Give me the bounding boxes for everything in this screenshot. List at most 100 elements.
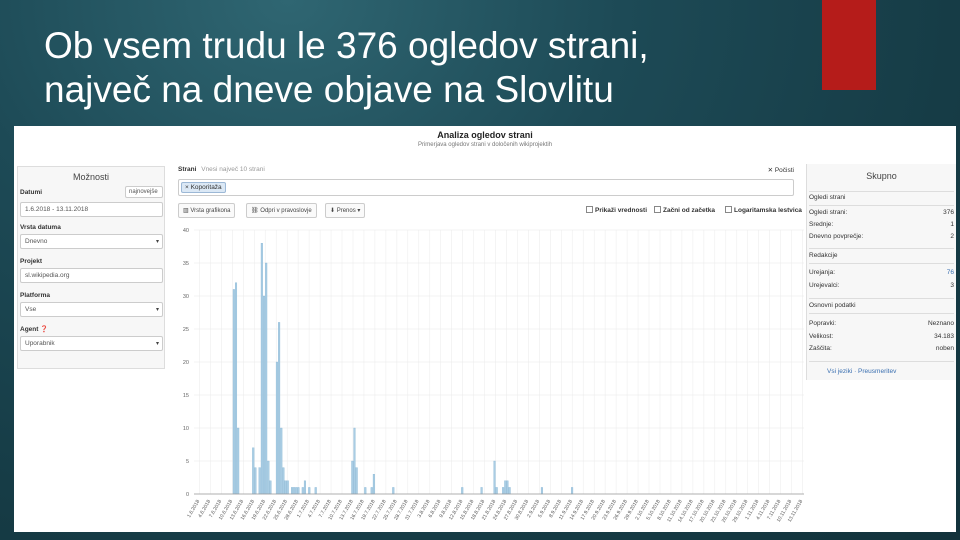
bar — [234, 282, 238, 495]
show-values-checkbox[interactable]: Prikaži vrednosti — [586, 206, 647, 214]
checkbox-icon — [725, 206, 732, 213]
download-icon: ⬇ — [330, 208, 336, 214]
divider — [809, 263, 954, 264]
pages-placeholder: Vnesi največ 10 strani — [201, 166, 265, 173]
page-chip[interactable]: × Koporitaža — [181, 182, 226, 193]
begin-zero-label: Začni od začetka — [663, 207, 716, 214]
link-icon: ⛓ — [251, 208, 259, 214]
y-tick-label: 10 — [183, 426, 189, 432]
y-tick-label: 5 — [186, 459, 189, 465]
pages-row: Strani Vnesi največ 10 strani ✕ Počisti — [178, 166, 794, 178]
bar — [252, 447, 255, 495]
y-tick-label: 20 — [183, 360, 189, 366]
platform-select[interactable]: Vse ▾ — [20, 302, 163, 317]
creator-label: Popravki: — [809, 320, 837, 327]
size-row: Velikost: 34.183 — [809, 333, 954, 342]
slide-title-line1: Ob vsem trudu le 376 ogledov strani, — [44, 25, 649, 66]
bar — [275, 361, 278, 495]
bar — [297, 487, 300, 495]
bar — [301, 487, 304, 495]
bar — [372, 474, 375, 495]
chart-type-button[interactable]: ▥ Vrsta grafikona — [178, 203, 236, 218]
project-label: Projekt — [20, 258, 43, 265]
pageviews-chart: 05101520253035401.6.20184.6.20187.6.2018… — [183, 228, 804, 524]
edits-value[interactable]: 76 — [946, 269, 954, 276]
creator-row: Popravki: Neznano — [809, 320, 954, 329]
bar — [286, 480, 289, 495]
date-type-select[interactable]: Dnevno ▾ — [20, 234, 163, 249]
divider — [809, 248, 954, 249]
bar — [493, 460, 496, 495]
chevron-down-icon: ▾ — [357, 208, 361, 214]
bar — [258, 467, 261, 495]
divider — [809, 205, 954, 206]
y-tick-label: 40 — [183, 228, 189, 234]
clear-button[interactable]: ✕ Počisti — [767, 167, 794, 174]
bar — [571, 487, 574, 495]
agent-label-text: Agent — [20, 326, 39, 333]
bar — [355, 467, 358, 495]
pages-input[interactable]: × Koporitaža — [178, 179, 794, 196]
summary-links[interactable]: Vsi jeziki · Preusmeritev — [827, 368, 897, 375]
protection-value: noben — [935, 345, 954, 352]
bar — [351, 460, 354, 495]
tool-header: Analiza ogledov strani Primerjava ogledo… — [14, 126, 956, 156]
y-tick-label: 35 — [183, 261, 189, 267]
project-input[interactable]: sl.wikipedia.org — [20, 268, 163, 283]
dates-mode-select[interactable]: najnovejše — [125, 186, 163, 198]
bar — [303, 480, 306, 495]
open-in-button[interactable]: ⛓ Odpri v pravoslovje — [246, 203, 317, 218]
bar — [502, 487, 505, 495]
daily-average-row: Dnevno povprečje: 2 — [809, 233, 954, 242]
bar — [392, 487, 395, 495]
slide-title-line2: največ na dneve objave na Slovlitu — [44, 69, 614, 110]
dates-mode-value: najnovejše — [129, 189, 158, 195]
edits-label: Urejanja: — [809, 269, 836, 276]
chevron-down-icon: ▾ — [155, 341, 159, 347]
checkbox-icon — [586, 206, 593, 213]
edits-row: Urejanja: 76 — [809, 269, 954, 278]
summary-panel: Skupno Ogledi strani Ogledi strani: 376 S… — [806, 164, 956, 380]
date-range-input[interactable]: 1.6.2018 - 13.11.2018 — [20, 202, 163, 217]
log-scale-checkbox[interactable]: Logaritamska lestvica — [725, 206, 802, 214]
download-label: Prenos — [336, 208, 356, 214]
download-button[interactable]: ⬇ Prenos ▾ — [325, 203, 366, 218]
bar — [269, 480, 272, 495]
begin-zero-checkbox[interactable]: Začni od začetka — [654, 206, 715, 214]
bar — [293, 487, 296, 495]
options-title: Možnosti — [72, 172, 109, 182]
bar — [260, 243, 263, 495]
bar — [265, 262, 268, 495]
size-label: Velikost: — [809, 333, 834, 340]
date-type-label: Vrsta datuma — [20, 224, 61, 231]
dates-label: Datumi — [20, 189, 43, 196]
bar — [353, 427, 356, 495]
edits-section-heading: Redakcije — [809, 252, 838, 259]
bar — [370, 487, 373, 495]
editors-row: Urejevalci: 3 — [809, 282, 954, 291]
bar — [495, 487, 498, 495]
divider — [809, 313, 954, 314]
basic-section-heading: Osnovni podatki — [809, 302, 856, 309]
bar — [508, 487, 511, 495]
bar — [284, 480, 287, 495]
tool-subtitle: Primerjava ogledov strani v določenih wi… — [417, 142, 553, 148]
views-section-heading: Ogledi strani — [809, 194, 846, 201]
pageviews-screenshot: Analiza ogledov strani Primerjava ogledo… — [14, 126, 956, 532]
slide-title: Ob vsem trudu le 376 ogledov strani, naj… — [44, 24, 804, 112]
help-icon[interactable]: ❓ — [40, 326, 49, 333]
project-value: sl.wikipedia.org — [25, 272, 70, 279]
bar — [282, 467, 285, 495]
bar — [295, 487, 298, 495]
chevron-down-icon: ▾ — [155, 239, 159, 245]
log-scale-label: Logaritamska lestvica — [734, 207, 802, 214]
agent-label: Agent ❓ — [20, 325, 48, 333]
daily-average-label: Dnevno povprečje: — [809, 233, 864, 240]
agent-select[interactable]: Uporabnik ▾ — [20, 336, 163, 351]
bar — [364, 487, 367, 495]
size-value: 34.183 — [934, 333, 954, 340]
y-tick-label: 0 — [186, 492, 189, 498]
divider — [809, 361, 954, 362]
bar — [267, 460, 270, 495]
agent-value: Uporabnik — [25, 340, 55, 347]
